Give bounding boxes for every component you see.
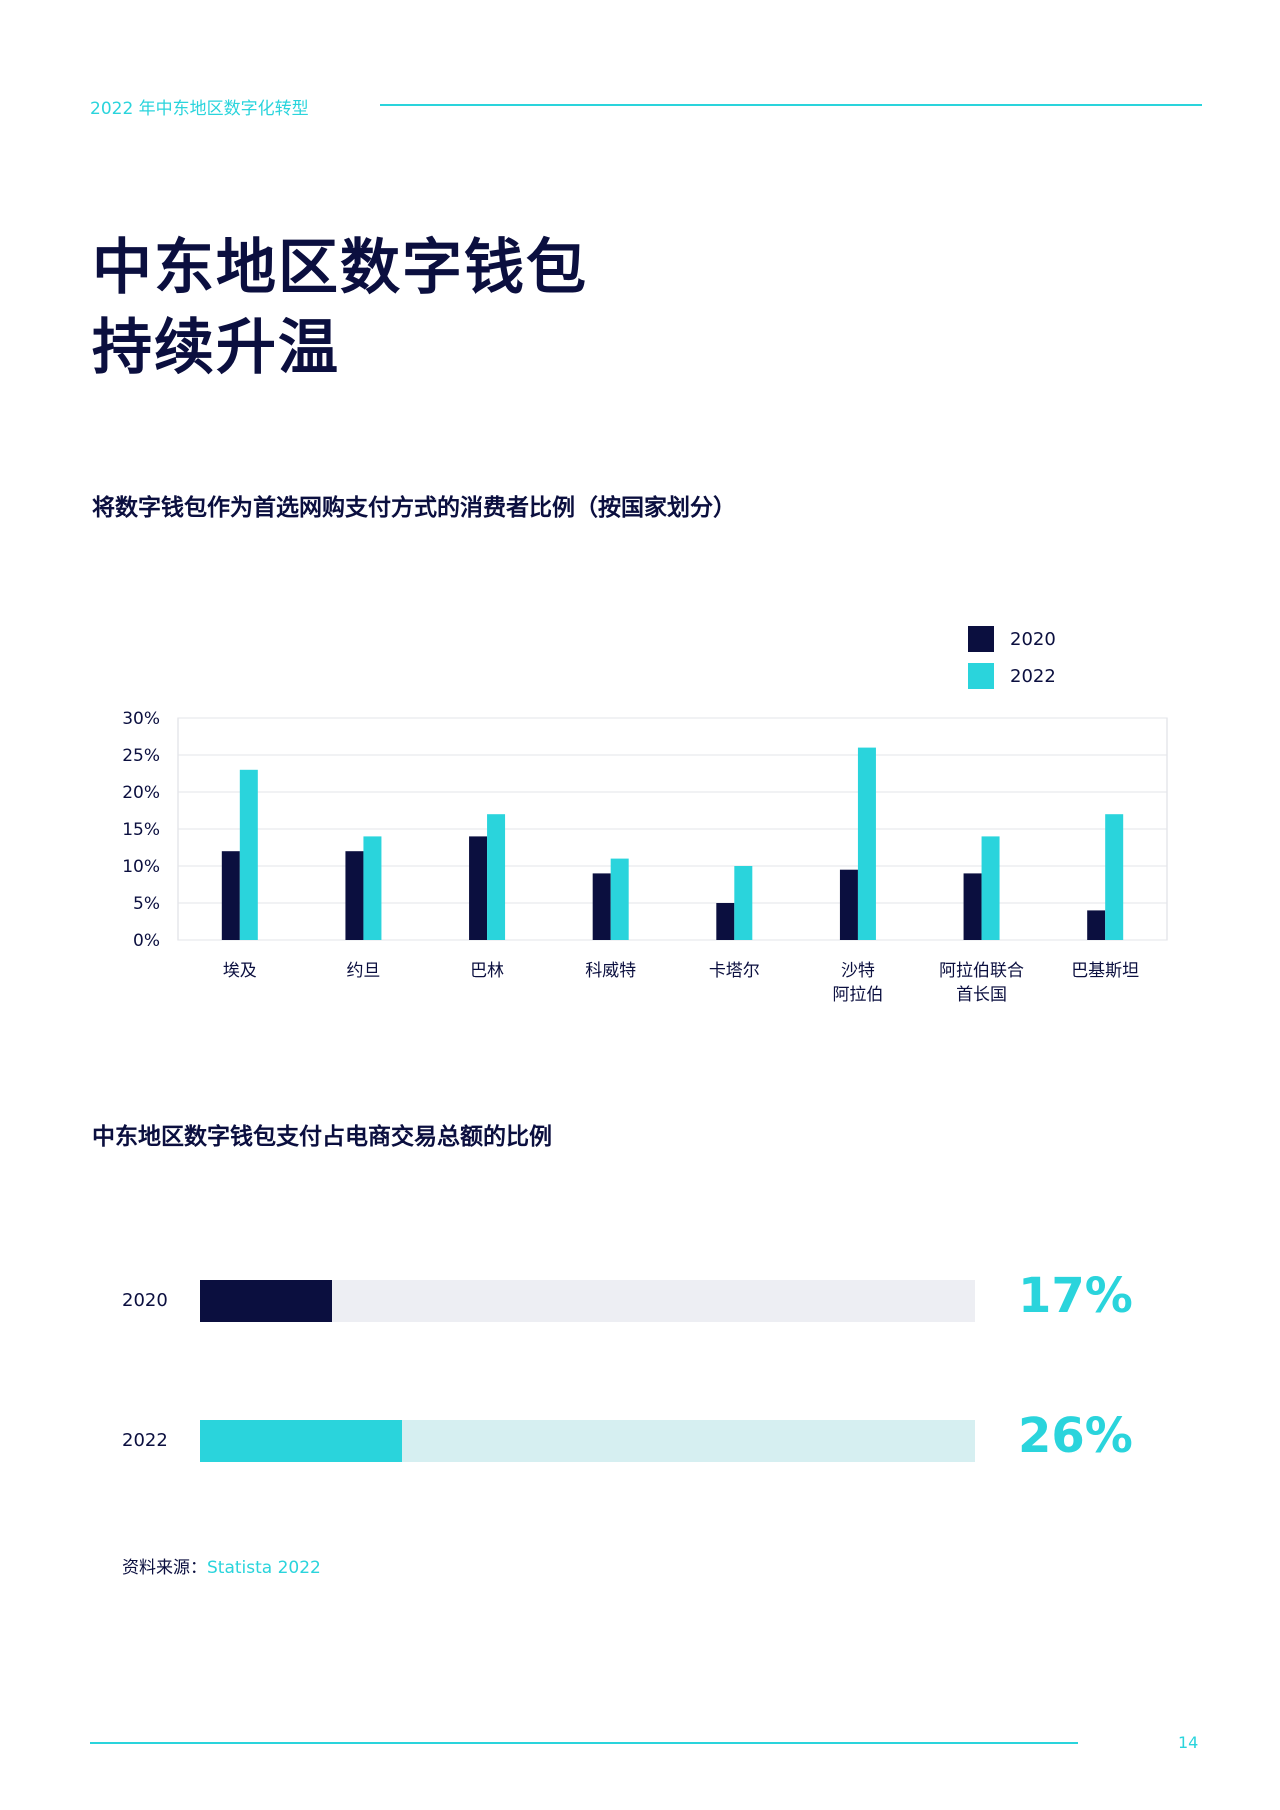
- y-tick-label: 10%: [122, 857, 160, 877]
- source-note: 资料来源：Statista 2022: [122, 1553, 321, 1578]
- bar-2022: [734, 866, 753, 940]
- y-tick-label: 30%: [122, 709, 160, 729]
- progress-row-label: 2022: [122, 1430, 168, 1451]
- x-tick-label: 科威特: [585, 961, 636, 981]
- header-divider: [380, 104, 1202, 106]
- bar-2020: [839, 869, 858, 940]
- bar-2020: [963, 873, 982, 940]
- bar-2022: [239, 769, 258, 940]
- bar-2022: [981, 836, 1000, 940]
- bar-2022: [857, 747, 876, 940]
- progress-row-label: 2020: [122, 1290, 168, 1311]
- progress-fill: [200, 1420, 402, 1462]
- legend-label: 2022: [1010, 666, 1056, 687]
- page-title-line-1: 中东地区数字钱包: [92, 233, 588, 303]
- source-value: Statista 2022: [207, 1558, 321, 1578]
- page-title: 中东地区数字钱包 持续升温: [92, 228, 588, 388]
- progress-chart-title: 中东地区数字钱包支付占电商交易总额的比例: [92, 1124, 552, 1150]
- y-tick-label: 5%: [133, 894, 160, 914]
- bar-2020: [592, 873, 611, 940]
- legend-swatch-2022: [968, 663, 994, 689]
- source-label: 资料来源：: [122, 1558, 207, 1578]
- x-tick-label: 阿拉伯联合: [939, 961, 1024, 981]
- bar-2022: [610, 858, 629, 940]
- footer-divider: [90, 1742, 1078, 1744]
- bar-2020: [345, 851, 364, 940]
- bar-2020: [716, 903, 735, 940]
- y-tick-label: 20%: [122, 783, 160, 803]
- progress-value: 17%: [1018, 1268, 1133, 1324]
- x-tick-label: 巴基斯坦: [1071, 961, 1139, 981]
- bar-2022: [487, 814, 506, 940]
- x-tick-label: 首长国: [956, 985, 1007, 1005]
- bar-2022: [363, 836, 382, 940]
- x-tick-label: 埃及: [223, 961, 257, 981]
- x-tick-label: 巴林: [470, 961, 504, 981]
- legend-swatch-2020: [968, 626, 994, 652]
- bar-2020: [1087, 910, 1106, 940]
- bar-2020: [221, 851, 240, 940]
- progress-fill: [200, 1280, 332, 1322]
- document-header-title: 2022 年中东地区数字化转型: [90, 99, 309, 119]
- bar-2020: [469, 836, 488, 940]
- x-tick-label: 约旦: [346, 961, 380, 981]
- bar-2022: [1105, 814, 1124, 940]
- page-number: 14: [1178, 1733, 1199, 1752]
- x-tick-label: 沙特: [841, 961, 875, 981]
- y-tick-label: 15%: [122, 820, 160, 840]
- legend-label: 2020: [1010, 629, 1056, 650]
- y-tick-label: 25%: [122, 746, 160, 766]
- progress-value: 26%: [1018, 1408, 1133, 1464]
- bar-chart-title: 将数字钱包作为首选网购支付方式的消费者比例（按国家划分）: [92, 495, 736, 521]
- page-title-line-2: 持续升温: [92, 313, 340, 383]
- y-tick-label: 0%: [133, 931, 160, 951]
- x-tick-label: 卡塔尔: [709, 961, 760, 981]
- x-tick-label: 阿拉伯: [832, 985, 883, 1005]
